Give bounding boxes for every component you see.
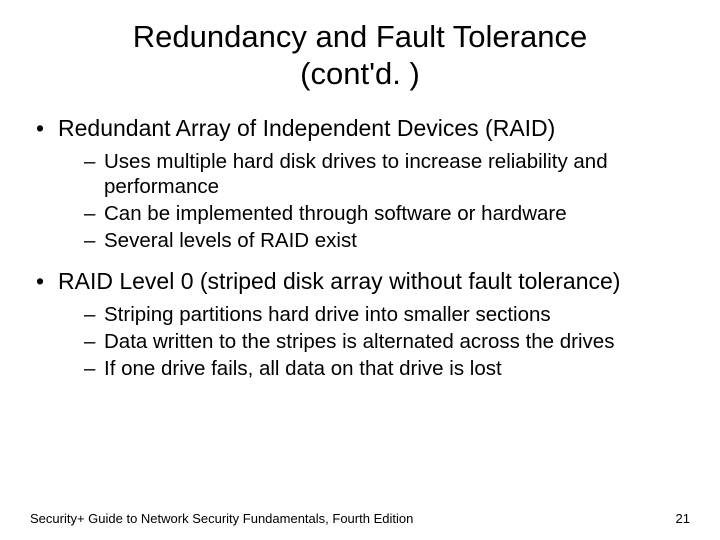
raid-subitems: Uses multiple hard disk drives to increa… xyxy=(36,149,684,253)
sub-raid-reliability-text: Uses multiple hard disk drives to increa… xyxy=(104,150,608,198)
raid0-subitems: Striping partitions hard drive into smal… xyxy=(36,302,684,381)
bullet-raid: Redundant Array of Independent Devices (… xyxy=(36,114,684,143)
sub-raid0-alternated: Data written to the stripes is alternate… xyxy=(84,329,684,354)
footer-source: Security+ Guide to Network Security Fund… xyxy=(30,511,413,526)
sub-raid-levels-text: Several levels of RAID exist xyxy=(104,229,357,252)
bullet-raid0-text: RAID Level 0 (striped disk array without… xyxy=(58,268,620,294)
bullet-raid-text: Redundant Array of Independent Devices (… xyxy=(58,115,555,141)
slide: Redundancy and Fault Tolerance (cont'd. … xyxy=(0,0,720,540)
title-line-1: Redundancy and Fault Tolerance xyxy=(133,19,587,54)
title-line-2: (cont'd. ) xyxy=(300,56,420,91)
sub-raid-implementation: Can be implemented through software or h… xyxy=(84,201,684,226)
sub-raid0-striping: Striping partitions hard drive into smal… xyxy=(84,302,684,327)
footer-page-number: 21 xyxy=(676,511,690,526)
sub-raid0-alternated-text: Data written to the stripes is alternate… xyxy=(104,330,614,353)
sub-raid-implementation-text: Can be implemented through software or h… xyxy=(104,202,567,225)
sub-raid-reliability: Uses multiple hard disk drives to increa… xyxy=(84,149,684,199)
sub-raid0-failure: If one drive fails, all data on that dri… xyxy=(84,356,684,381)
bullet-raid0: RAID Level 0 (striped disk array without… xyxy=(36,267,684,296)
slide-content: Redundant Array of Independent Devices (… xyxy=(30,114,690,381)
sub-raid0-striping-text: Striping partitions hard drive into smal… xyxy=(104,303,551,326)
slide-footer: Security+ Guide to Network Security Fund… xyxy=(30,511,690,526)
sub-raid0-failure-text: If one drive fails, all data on that dri… xyxy=(104,357,502,380)
sub-raid-levels: Several levels of RAID exist xyxy=(84,228,684,253)
slide-title: Redundancy and Fault Tolerance (cont'd. … xyxy=(30,18,690,92)
